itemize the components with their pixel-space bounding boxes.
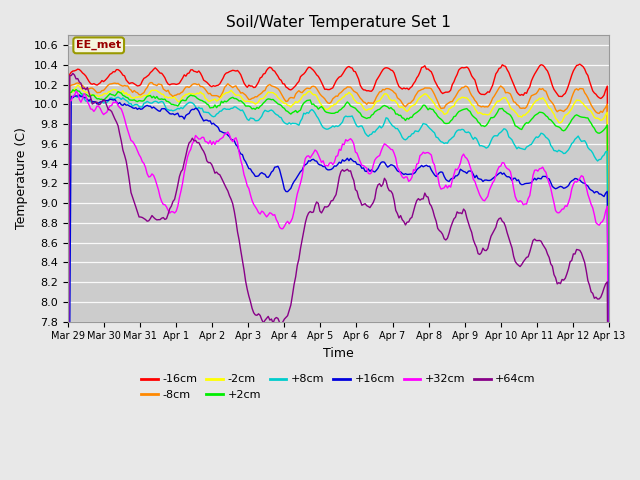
+32cm bbox=[369, 163, 377, 168]
+64cm bbox=[64, 413, 72, 419]
+64cm bbox=[515, 263, 522, 268]
+16cm bbox=[605, 413, 612, 419]
+64cm bbox=[69, 71, 77, 76]
-8cm bbox=[369, 100, 377, 106]
+2cm bbox=[515, 125, 522, 131]
-2cm bbox=[369, 104, 377, 110]
+2cm bbox=[72, 87, 80, 93]
+16cm bbox=[70, 94, 78, 99]
-16cm bbox=[513, 89, 521, 95]
-2cm bbox=[508, 107, 516, 112]
+32cm bbox=[508, 176, 516, 182]
-16cm bbox=[184, 71, 191, 76]
Line: -16cm: -16cm bbox=[68, 64, 609, 419]
-16cm bbox=[605, 416, 612, 422]
+32cm bbox=[64, 431, 72, 436]
+8cm bbox=[369, 129, 377, 134]
-16cm bbox=[576, 61, 584, 67]
+2cm bbox=[227, 95, 235, 101]
+64cm bbox=[72, 76, 80, 82]
+16cm bbox=[508, 178, 516, 183]
Line: +8cm: +8cm bbox=[68, 95, 609, 465]
Line: +64cm: +64cm bbox=[68, 73, 609, 480]
Line: -2cm: -2cm bbox=[68, 85, 609, 438]
+2cm bbox=[605, 443, 612, 449]
Y-axis label: Temperature (C): Temperature (C) bbox=[15, 128, 28, 229]
+64cm bbox=[185, 140, 193, 146]
-2cm bbox=[227, 87, 235, 93]
+8cm bbox=[515, 144, 522, 150]
+16cm bbox=[227, 136, 235, 142]
+32cm bbox=[185, 149, 193, 155]
+2cm bbox=[64, 423, 72, 429]
Line: +2cm: +2cm bbox=[68, 90, 609, 446]
-8cm bbox=[147, 80, 154, 85]
+32cm bbox=[70, 93, 78, 99]
Line: +32cm: +32cm bbox=[68, 91, 609, 480]
+8cm bbox=[79, 92, 86, 97]
Title: Soil/Water Temperature Set 1: Soil/Water Temperature Set 1 bbox=[226, 15, 451, 30]
+8cm bbox=[605, 462, 612, 468]
+32cm bbox=[72, 88, 80, 94]
+2cm bbox=[70, 88, 78, 94]
Line: -8cm: -8cm bbox=[68, 83, 609, 433]
+64cm bbox=[508, 245, 516, 251]
-16cm bbox=[368, 88, 376, 94]
-16cm bbox=[226, 69, 234, 74]
+8cm bbox=[70, 92, 78, 98]
+8cm bbox=[64, 426, 72, 432]
-8cm bbox=[605, 430, 612, 436]
+32cm bbox=[227, 137, 235, 143]
-16cm bbox=[506, 74, 514, 80]
-8cm bbox=[70, 82, 78, 87]
X-axis label: Time: Time bbox=[323, 347, 354, 360]
+2cm bbox=[508, 115, 516, 120]
+16cm bbox=[76, 92, 83, 98]
+8cm bbox=[185, 100, 193, 106]
Legend: -16cm, -8cm, -2cm, +2cm, +8cm, +16cm, +32cm, +64cm: -16cm, -8cm, -2cm, +2cm, +8cm, +16cm, +3… bbox=[137, 370, 540, 405]
-8cm bbox=[64, 420, 72, 425]
-8cm bbox=[508, 95, 516, 100]
-8cm bbox=[185, 84, 193, 90]
-8cm bbox=[515, 103, 522, 108]
Line: +16cm: +16cm bbox=[68, 95, 609, 480]
-2cm bbox=[70, 86, 78, 92]
+16cm bbox=[369, 168, 377, 174]
+8cm bbox=[508, 137, 516, 143]
Text: EE_met: EE_met bbox=[76, 40, 121, 50]
-16cm bbox=[64, 411, 72, 417]
-16cm bbox=[70, 68, 78, 74]
+2cm bbox=[185, 94, 193, 99]
+32cm bbox=[515, 199, 522, 205]
+64cm bbox=[227, 196, 235, 202]
+8cm bbox=[227, 106, 235, 111]
+2cm bbox=[369, 111, 377, 117]
-2cm bbox=[64, 422, 72, 428]
+64cm bbox=[369, 200, 377, 205]
+16cm bbox=[185, 110, 193, 116]
-2cm bbox=[515, 114, 522, 120]
-2cm bbox=[74, 82, 81, 88]
+16cm bbox=[515, 177, 522, 183]
-2cm bbox=[185, 90, 193, 96]
-8cm bbox=[227, 84, 235, 89]
-2cm bbox=[605, 435, 612, 441]
